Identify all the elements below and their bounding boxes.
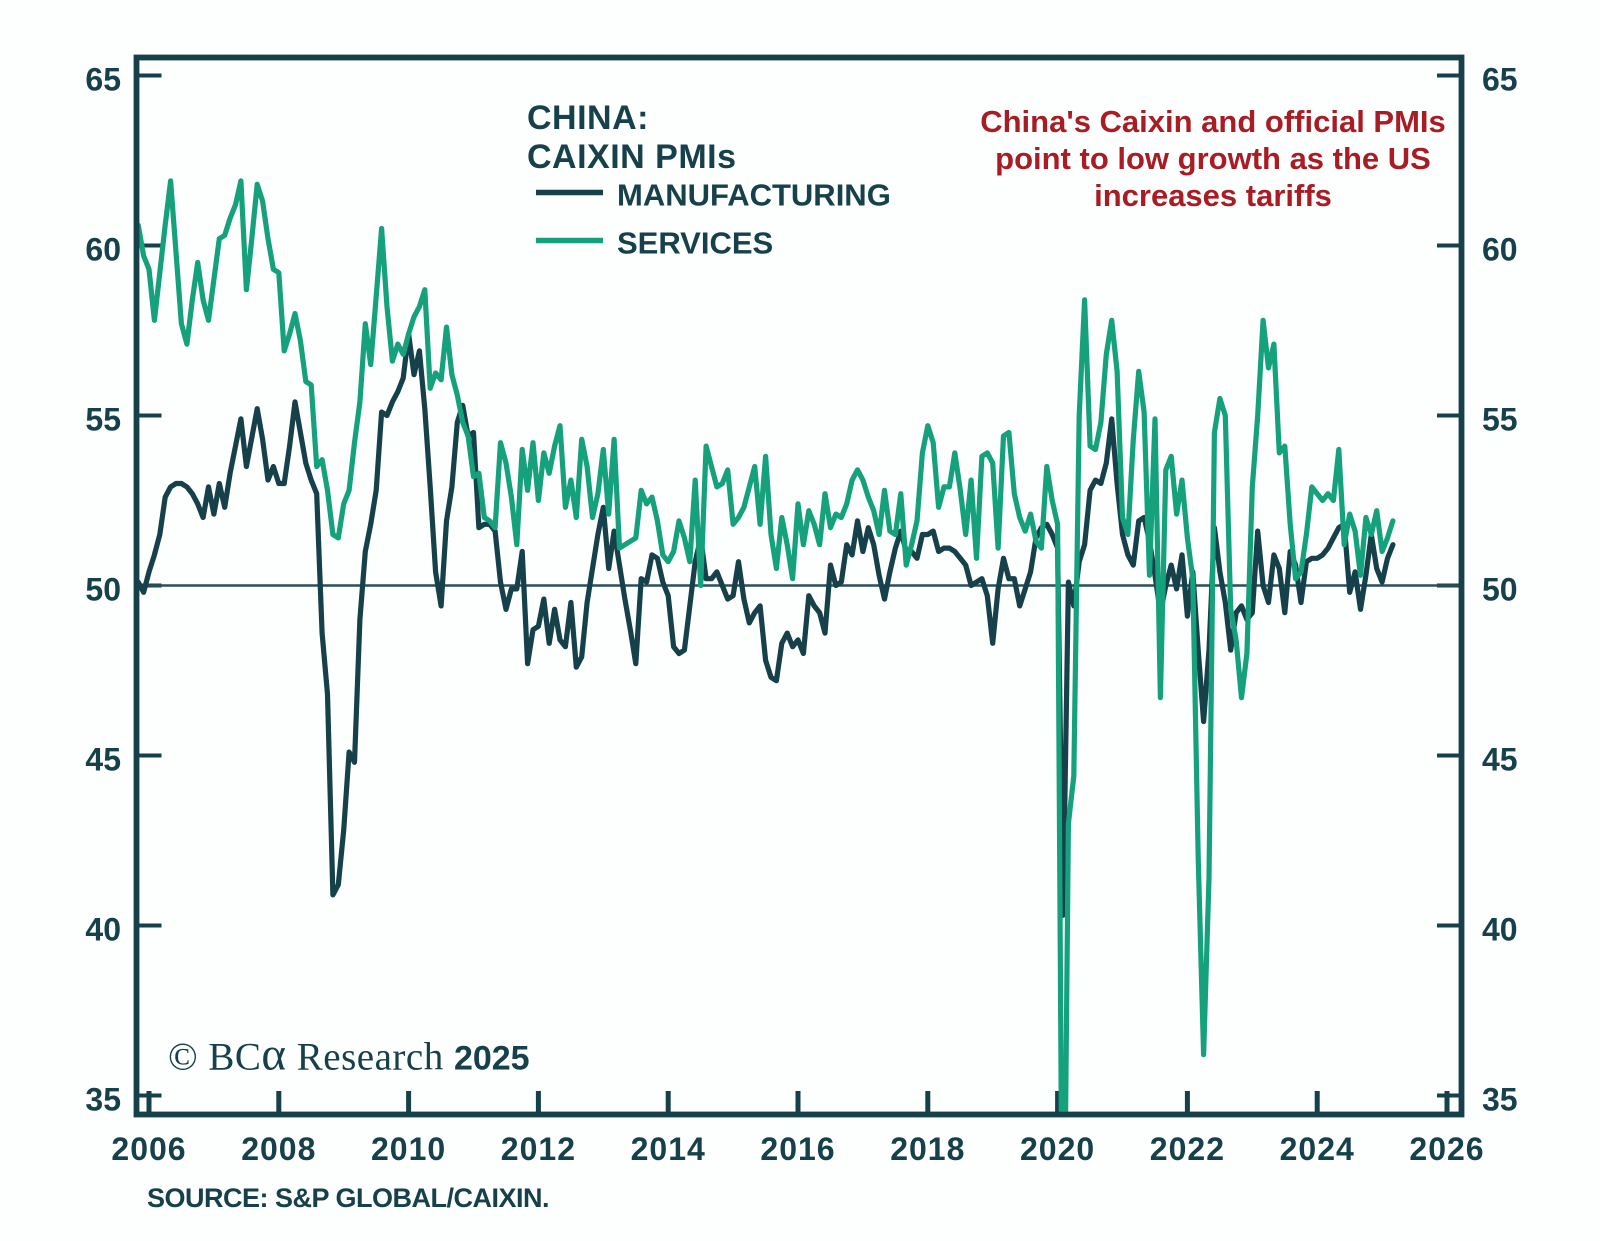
svg-text:2010: 2010: [371, 1131, 446, 1167]
svg-text:2018: 2018: [890, 1131, 965, 1167]
svg-text:65: 65: [1482, 62, 1518, 98]
svg-text:50: 50: [85, 572, 121, 608]
svg-text:60: 60: [1482, 232, 1518, 268]
svg-text:50: 50: [1482, 572, 1518, 608]
svg-text:SOURCE: S&P GLOBAL/CAIXIN.: SOURCE: S&P GLOBAL/CAIXIN.: [147, 1183, 549, 1213]
svg-text:55: 55: [85, 402, 121, 438]
svg-text:MANUFACTURING: MANUFACTURING: [617, 178, 891, 213]
svg-text:2020: 2020: [1020, 1131, 1095, 1167]
svg-text:2012: 2012: [501, 1131, 576, 1167]
svg-text:China's Caixin and official PM: China's Caixin and official PMIs: [980, 104, 1446, 139]
svg-text:CAIXIN PMIs: CAIXIN PMIs: [527, 138, 737, 176]
svg-text:CHINA:: CHINA:: [527, 99, 649, 137]
svg-text:increases tariffs: increases tariffs: [1094, 178, 1332, 213]
svg-text:2006: 2006: [111, 1131, 186, 1167]
svg-text:45: 45: [85, 742, 121, 778]
svg-text:2022: 2022: [1150, 1131, 1225, 1167]
svg-text:2026: 2026: [1409, 1131, 1484, 1167]
svg-text:40: 40: [1482, 912, 1518, 948]
svg-text:2024: 2024: [1280, 1131, 1355, 1167]
svg-text:35: 35: [85, 1082, 121, 1118]
svg-text:2016: 2016: [760, 1131, 835, 1167]
svg-text:55: 55: [1482, 402, 1518, 438]
svg-text:45: 45: [1482, 742, 1518, 778]
svg-text:2014: 2014: [631, 1131, 706, 1167]
svg-text:65: 65: [85, 62, 121, 98]
svg-text:35: 35: [1482, 1082, 1518, 1118]
svg-text:60: 60: [85, 232, 121, 268]
svg-text:SERVICES: SERVICES: [617, 226, 773, 261]
svg-text:2008: 2008: [241, 1131, 316, 1167]
svg-text:point to low growth as the US: point to low growth as the US: [995, 141, 1431, 176]
svg-text:40: 40: [85, 912, 121, 948]
